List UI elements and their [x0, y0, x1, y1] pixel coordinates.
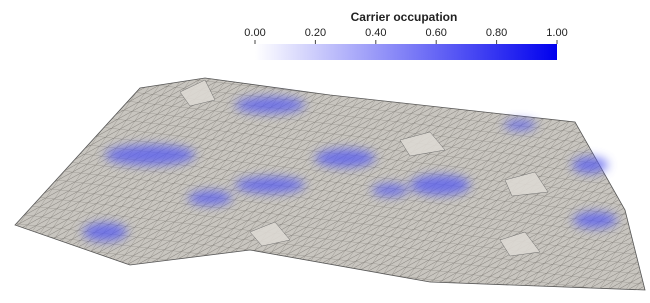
colorbar-tick-label: 0.20: [305, 27, 326, 39]
colorbar-tick-label: 1.00: [546, 27, 567, 39]
surface: [15, 78, 645, 290]
colorbar-title: Carrier occupation: [351, 10, 458, 24]
colorbar-tick-label: 0.80: [486, 27, 507, 39]
colorbar-tick-label: 0.60: [425, 27, 446, 39]
visualization: Carrier occupation 0.00 0.20 0.40 0.60 0.80 1…: [0, 0, 650, 303]
colorbar-gradient: [255, 44, 557, 60]
colorbar-tick-label: 0.40: [365, 27, 386, 39]
colorbar: Carrier occupation 0.00 0.20 0.40 0.60 0.80 1…: [244, 10, 567, 60]
colorbar-tick-label: 0.00: [244, 27, 265, 39]
